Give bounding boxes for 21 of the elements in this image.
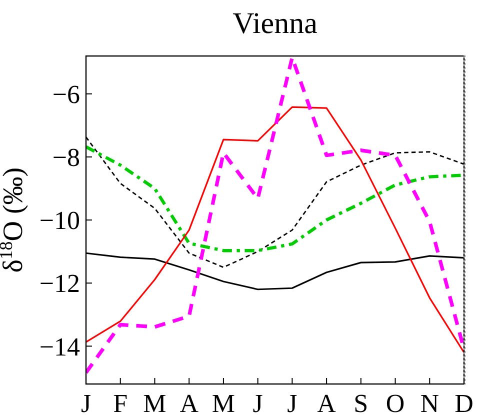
x-tick-label: A	[317, 389, 336, 415]
x-tick-label: O	[386, 389, 405, 415]
y-tick-label: −6	[52, 80, 80, 109]
chart-title: Vienna	[232, 7, 318, 40]
x-tick-label: J	[287, 389, 298, 415]
y-tick-label: −12	[39, 269, 80, 298]
line-series	[86, 56, 464, 374]
x-tick-label: M	[143, 389, 166, 415]
x-tick-label: A	[180, 389, 199, 415]
x-tick-label: F	[113, 389, 128, 415]
y-tick-label: −10	[39, 206, 80, 236]
x-tick-label: S	[354, 389, 368, 415]
y-tick-label: −14	[39, 332, 80, 362]
x-tick-label: J	[252, 389, 263, 415]
x-tick-label: N	[420, 389, 440, 415]
line-series	[86, 145, 464, 252]
x-tick-label: D	[454, 389, 474, 415]
line-series	[86, 106, 464, 354]
x-tick-label: M	[212, 389, 236, 415]
x-tick-label: J	[80, 389, 92, 415]
y-tick-label: −8	[52, 143, 80, 172]
